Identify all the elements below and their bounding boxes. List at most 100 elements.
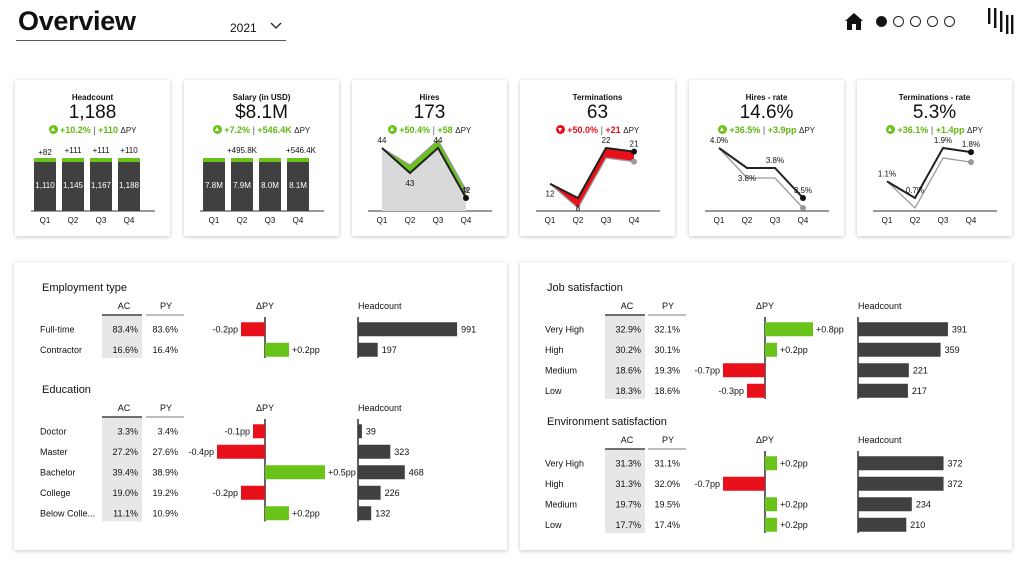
row-label: High	[545, 345, 564, 355]
page-nav-dot[interactable]	[910, 16, 921, 27]
page-nav-dot[interactable]	[944, 16, 955, 27]
kpi-card-hires-rate[interactable]: Q1 Q2 Q3 Q4 4.0% 3.8% 3.8% 3.5% Hires - rate 14.6…	[689, 80, 844, 236]
bar-delta-segment	[62, 158, 84, 162]
py-line	[718, 147, 804, 209]
column-header-headcount: Headcount	[358, 301, 402, 311]
data-label: 8.0M	[261, 181, 279, 190]
headcount-value: 391	[952, 324, 967, 334]
tick-label: Q1	[209, 216, 220, 225]
headcount-bar	[858, 476, 944, 491]
page-nav-dot[interactable]	[876, 16, 887, 27]
tick-label: Q1	[882, 216, 893, 225]
page-nav-dot[interactable]	[893, 16, 904, 27]
headcount-bar	[358, 506, 372, 521]
headcount-bar	[358, 444, 391, 459]
ac-value: 39.4%	[112, 467, 138, 477]
delta-caption: ΔPY	[294, 126, 311, 135]
headcount-value: 210	[910, 520, 925, 530]
bar	[259, 158, 281, 211]
row-label: Below Colle...	[40, 508, 95, 518]
arrow-up-icon	[718, 125, 728, 134]
ac-value: 18.3%	[615, 386, 641, 396]
delta-percent: +10.2%	[60, 125, 91, 135]
delta-label: +0.8pp	[816, 324, 844, 334]
ac-end-point	[631, 148, 637, 155]
headcount-bar	[358, 485, 381, 500]
kpi-card-terminations[interactable]: Q1 Q2 Q3 Q4 12 8 22 21 Terminations 63 +50.0% | +…	[520, 80, 675, 236]
section-title: Employment type	[42, 282, 127, 294]
headcount-value: 197	[382, 345, 397, 355]
tick-label: Q3	[770, 216, 781, 225]
kpi-card-terminations-rate[interactable]: Q1 Q2 Q3 Q4 1.1% 0.7% 1.9% 1.8% Terminations - r…	[857, 80, 1012, 236]
kpi-card-headcount[interactable]: Q1 Q2 Q3 Q4 1,110 +82 1,145 +111 1,167 +111 1,188 +…	[15, 80, 170, 236]
arrow-up-icon	[387, 125, 397, 134]
arrow-down-icon	[555, 125, 565, 134]
tick-label: Q3	[601, 216, 612, 225]
headcount-bar	[858, 363, 909, 378]
kpi-card-hires[interactable]: Q1 Q2 Q3 Q4 44 43 44 42 Hires 173 +50.4% | +58 ΔP…	[352, 80, 507, 236]
kpi-title: Salary (in USD)	[232, 93, 291, 102]
data-label: 1,188	[119, 181, 140, 190]
headcount-bar	[858, 322, 948, 337]
column-header-ac: AC	[118, 403, 131, 413]
py-value: 17.4%	[654, 520, 680, 530]
headcount-value: 372	[948, 458, 963, 468]
kpi-title: Headcount	[71, 93, 114, 102]
tick-label: Q3	[938, 216, 949, 225]
bar	[231, 158, 253, 211]
ac-value: 19.0%	[112, 488, 138, 498]
page-nav-dot[interactable]	[927, 16, 938, 27]
right-breakdown-chart: Job satisfaction AC PY ΔPY Headcount Very Hig…	[545, 282, 967, 533]
ac-value: 31.3%	[615, 479, 641, 489]
delta-label: -0.7pp	[694, 365, 720, 375]
headcount-bar	[358, 424, 362, 439]
headcount-value: 991	[461, 324, 476, 334]
bar-delta-segment	[259, 158, 281, 162]
delta-bar-positive	[765, 456, 777, 471]
ac-column-background	[605, 449, 645, 533]
year-dropdown[interactable]: 2021	[222, 16, 286, 40]
delta-label: +0.2pp	[780, 345, 808, 355]
tick-label: Q3	[433, 216, 444, 225]
delta-label: +0.2pp	[780, 458, 808, 468]
delta-bar-positive	[765, 517, 777, 532]
tick-label: Q3	[265, 216, 276, 225]
column-header-headcount: Headcount	[858, 301, 902, 311]
row-label: Medium	[545, 499, 577, 509]
column-header-delta: ΔPY	[756, 435, 774, 445]
kpi-card-salary[interactable]: Q1 Q2 Q3 Q4 7.8M 7.9M +495.8K 8.0M 8.1M +546.4K Sa…	[184, 80, 339, 236]
tick-label: Q4	[798, 216, 809, 225]
delta-bar-negative	[723, 476, 765, 491]
kpi-value: 14.6%	[739, 102, 794, 123]
home-icon[interactable]	[844, 12, 864, 31]
delta-label: +495.8K	[227, 146, 258, 155]
py-value: 16.4%	[152, 345, 178, 355]
section-title: Job satisfaction	[547, 282, 623, 294]
kpi-title: Hires	[419, 93, 440, 102]
column-header-py: PY	[662, 435, 674, 445]
data-label: 22	[602, 136, 611, 145]
headcount-value: 468	[409, 467, 424, 477]
delta-bar-positive	[265, 465, 325, 480]
delta-label: -0.7pp	[694, 479, 720, 489]
delta-absolute: +546.4K	[257, 125, 292, 135]
row-label: Master	[40, 447, 68, 457]
title-underline	[16, 40, 286, 41]
headcount-value: 372	[948, 479, 963, 489]
row-label: High	[545, 479, 564, 489]
ac-value: 18.6%	[615, 365, 641, 375]
kpi-chart-terminations: Q1 Q2 Q3 Q4 12 8 22 21	[536, 136, 660, 225]
bar-delta-segment	[203, 158, 225, 162]
column-header-headcount: Headcount	[858, 435, 902, 445]
delta-bar-positive	[265, 342, 289, 357]
headcount-value: 226	[385, 488, 400, 498]
kpi-value: $8.1M	[235, 102, 288, 123]
row-label: College	[40, 488, 71, 498]
kpi-chart-headcount: Q1 Q2 Q3 Q4 1,110 +82 1,145 +111 1,167 +111 1,188 +…	[31, 146, 155, 225]
tick-label: Q2	[405, 216, 416, 225]
delta-label: +0.2pp	[780, 499, 808, 509]
row-label: Very High	[545, 324, 584, 334]
headcount-value: 359	[945, 345, 960, 355]
py-value: 83.6%	[152, 324, 178, 334]
row-label: Full-time	[40, 324, 75, 334]
